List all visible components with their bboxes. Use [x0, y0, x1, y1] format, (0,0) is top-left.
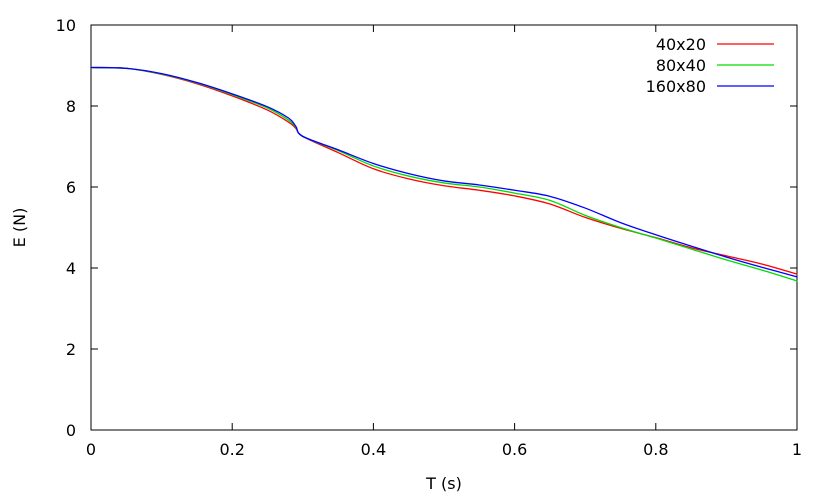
x-axis-label: T (s)	[425, 474, 462, 493]
plot-frame	[90, 24, 798, 431]
legend-label-80x40: 80x40	[656, 56, 706, 75]
legend-label-160x80: 160x80	[646, 77, 706, 96]
x-tick-label: 1	[792, 440, 802, 459]
y-tick-label: 4	[66, 259, 76, 278]
y-tick-label: 6	[66, 178, 76, 197]
series-lines	[90, 66, 798, 282]
y-axis-label: E (N)	[10, 208, 29, 248]
series-line-40x20	[90, 66, 798, 275]
legend: 40x20 80x40 160x80	[646, 35, 774, 96]
series-line-160x80	[90, 66, 798, 278]
axis-ticks	[90, 24, 798, 431]
series-line-80x40	[90, 66, 798, 282]
x-tick-label: 0.8	[643, 440, 668, 459]
y-tick-label: 8	[66, 97, 76, 116]
x-tick-label: 0.2	[219, 440, 244, 459]
legend-label-40x20: 40x20	[656, 35, 706, 54]
y-tick-label: 10	[56, 16, 76, 35]
plot-border	[90, 24, 798, 431]
y-tick-label: 0	[66, 421, 76, 440]
x-tick-label: 0	[86, 440, 96, 459]
y-tick-label: 2	[66, 340, 76, 359]
x-tick-label: 0.6	[502, 440, 527, 459]
x-tick-label: 0.4	[361, 440, 386, 459]
